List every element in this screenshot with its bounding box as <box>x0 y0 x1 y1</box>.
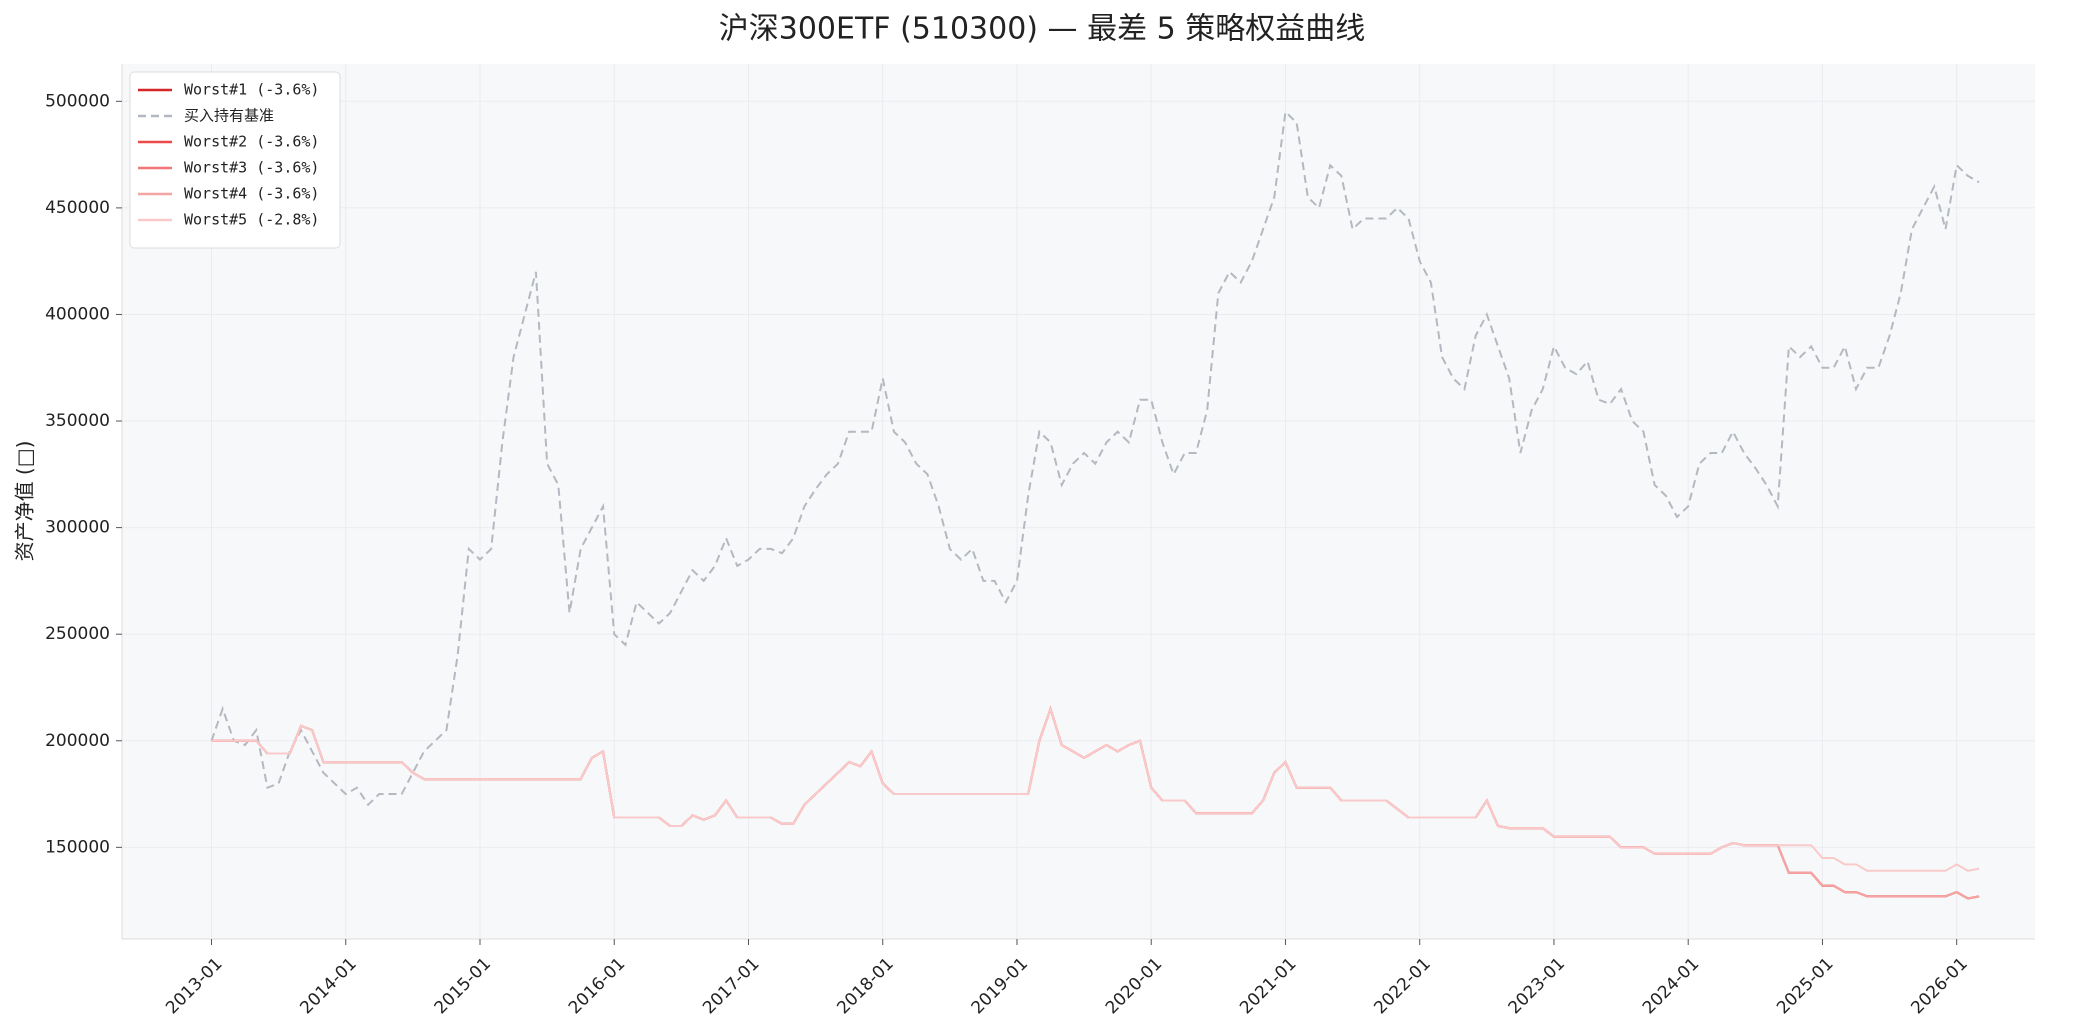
y-tick-label: 450000 <box>45 198 110 218</box>
x-tick-label: 2024-01 <box>1639 954 1703 1018</box>
x-tick-label: 2021-01 <box>1236 954 1300 1018</box>
x-tick-label: 2019-01 <box>968 954 1032 1018</box>
series-line <box>211 705 1980 872</box>
y-tick-label: 150000 <box>45 837 110 857</box>
chart-title: 沪深300ETF (510300) — 最差 5 策略权益曲线 <box>719 12 1366 47</box>
series-line <box>210 109 1980 807</box>
y-tick-label: 400000 <box>45 304 110 324</box>
x-tick-label: 2025-01 <box>1773 954 1837 1018</box>
y-axis-label: 资产净值 (□) <box>13 441 37 562</box>
y-tick-label: 200000 <box>45 731 110 751</box>
legend-label: 买入持有基准 <box>184 107 274 125</box>
legend-box <box>129 71 341 249</box>
legend-label: Worst#3 (-3.6%) <box>184 159 319 177</box>
x-tick-label: 2016-01 <box>565 954 629 1018</box>
x-tick-label: 2026-01 <box>1907 954 1971 1018</box>
plot-background <box>122 64 2035 939</box>
legend-label: Worst#1 (-3.6%) <box>184 81 319 99</box>
x-tick-label: 2014-01 <box>296 954 360 1018</box>
y-tick-label: 300000 <box>45 518 110 538</box>
legend-label: Worst#2 (-3.6%) <box>184 133 319 151</box>
legend-label: Worst#4 (-3.6%) <box>184 185 319 203</box>
y-tick-label: 500000 <box>45 91 110 111</box>
x-tick-label: 2023-01 <box>1505 954 1569 1018</box>
x-tick-label: 2020-01 <box>1102 954 1166 1018</box>
x-tick-label: 2015-01 <box>431 954 495 1018</box>
x-tick-label: 2013-01 <box>162 954 226 1018</box>
y-tick-label: 250000 <box>45 624 110 644</box>
y-tick-label: 350000 <box>45 411 110 431</box>
x-tick-label: 2018-01 <box>833 954 897 1018</box>
legend-label: Worst#5 (-2.8%) <box>184 211 319 229</box>
x-tick-label: 2017-01 <box>699 954 763 1018</box>
legend: Worst#1 (-3.6%) 买入持有基准 Worst#2 (-3.6%) Wors… <box>129 71 341 249</box>
x-tick-label: 2022-01 <box>1370 954 1434 1018</box>
